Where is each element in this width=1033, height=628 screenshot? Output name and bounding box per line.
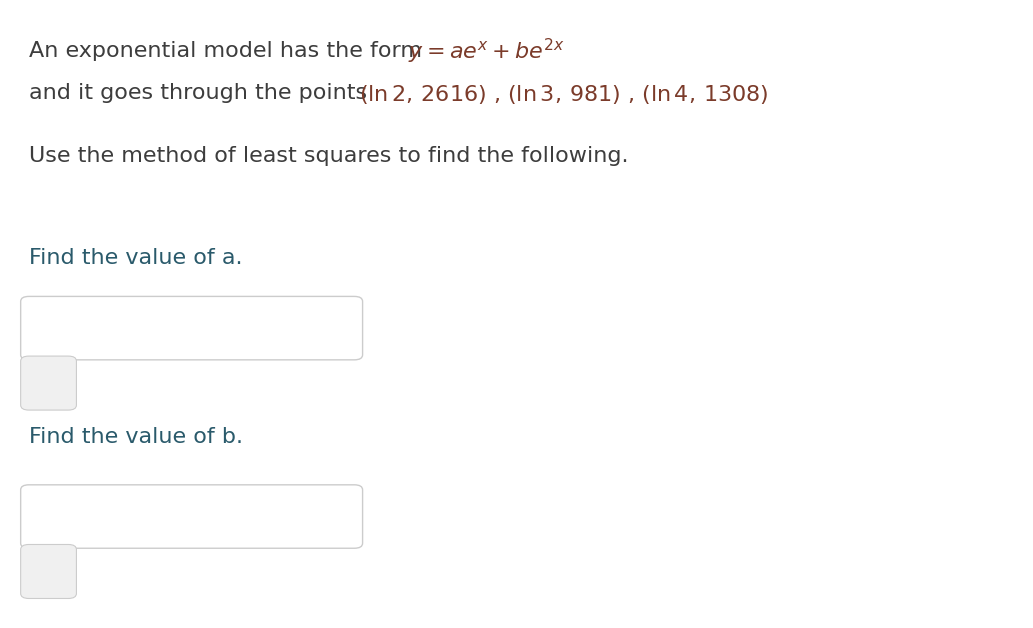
Text: $y = ae^{x} + be^{2x}$: $y = ae^{x} + be^{2x}$ (408, 36, 564, 65)
Text: and it goes through the points: and it goes through the points (29, 83, 374, 103)
Text: An exponential model has the form: An exponential model has the form (29, 41, 429, 61)
Text: Use the method of least squares to find the following.: Use the method of least squares to find … (29, 146, 628, 166)
Text: $(\ln 2,\, 2616)$ , $(\ln 3,\, 981)$ , $(\ln 4,\, 1308)$: $(\ln 2,\, 2616)$ , $(\ln 3,\, 981)$ , $… (359, 83, 769, 106)
FancyBboxPatch shape (21, 296, 363, 360)
FancyBboxPatch shape (21, 485, 363, 548)
Text: Find the value of b.: Find the value of b. (29, 427, 243, 447)
FancyBboxPatch shape (21, 356, 76, 410)
Text: Find the value of a.: Find the value of a. (29, 248, 243, 268)
FancyBboxPatch shape (21, 544, 76, 598)
